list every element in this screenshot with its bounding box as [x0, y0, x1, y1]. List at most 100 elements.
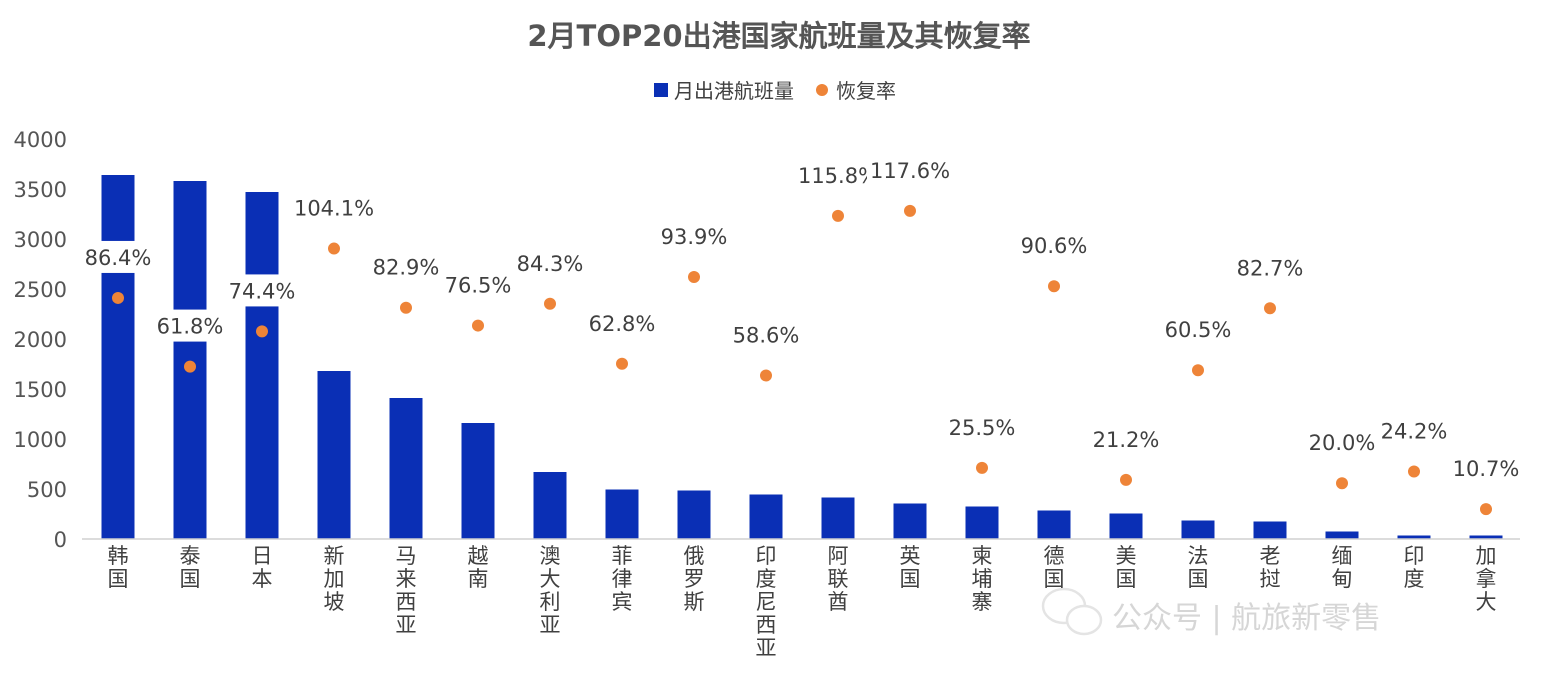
y-tick-label: 1500 [14, 378, 67, 402]
rate-label-bg [730, 318, 802, 351]
watermark-text: 公众号 | 航旅新零售 [1112, 601, 1381, 636]
rate-dot [1336, 477, 1348, 490]
rate-label: 58.6% [733, 324, 800, 348]
bar [965, 506, 999, 539]
y-tick-label: 2500 [14, 278, 67, 302]
rate-label: 60.5% [1165, 318, 1232, 342]
bar [605, 489, 639, 539]
rate-label-bg [946, 410, 1018, 443]
rate-label-bg [442, 268, 514, 301]
wechat-icon [1041, 587, 1103, 636]
rate-label-bg [1162, 313, 1234, 346]
rate-label: 117.6% [870, 159, 950, 183]
rate-label: 21.2% [1093, 428, 1160, 452]
rate-label: 90.6% [1021, 234, 1088, 258]
x-tick-label: 俄罗斯 [684, 544, 705, 614]
bar [749, 494, 783, 539]
bar [1037, 510, 1071, 539]
bar [1181, 520, 1215, 539]
y-tick-label: 2000 [14, 328, 67, 352]
bar [533, 472, 567, 539]
rate-dot [184, 360, 196, 373]
x-tick-label: 加拿大 [1476, 544, 1497, 614]
bar [245, 192, 279, 539]
bar [1469, 535, 1503, 539]
rate-dot [544, 297, 556, 310]
rate-dot [1048, 280, 1060, 293]
x-tick-label: 英国 [900, 544, 921, 591]
rate-label: 20.0% [1309, 431, 1376, 455]
rate-dot [472, 319, 484, 332]
rate-label: 82.9% [373, 256, 440, 280]
y-tick-label: 3000 [14, 228, 67, 252]
rate-label-bg [154, 309, 226, 342]
rate-label-bg [1090, 422, 1162, 455]
bar [101, 175, 135, 539]
bar-series [101, 175, 1503, 539]
rate-label-bg [1018, 229, 1090, 262]
x-tick-label: 马来西亚 [396, 544, 417, 637]
rate-label-bg [514, 246, 586, 279]
rate-label-bg [1378, 414, 1450, 447]
watermark: 公众号 | 航旅新零售 [1041, 587, 1381, 636]
rate-label-bg [1306, 426, 1378, 459]
bar [389, 398, 423, 539]
x-tick-label: 德国 [1044, 544, 1065, 591]
rate-label-bg [867, 153, 953, 186]
y-axis: 0 500 1000 1500 2000 2500 3000 3500 4000 [14, 128, 67, 552]
rate-label-bg [1450, 452, 1522, 485]
rate-dot [112, 291, 124, 304]
rate-label: 86.4% [85, 246, 152, 270]
x-tick-label: 菲律宾 [612, 544, 633, 614]
rate-dot [976, 461, 988, 474]
rate-label-bg [370, 250, 442, 283]
legend-dot-swatch [816, 84, 828, 96]
rate-label: 74.4% [229, 279, 296, 303]
rate-label: 25.5% [949, 416, 1016, 440]
rate-label-bg [226, 274, 298, 307]
rate-dot [256, 325, 268, 338]
rate-label: 93.9% [661, 225, 728, 249]
rate-label: 82.7% [1237, 256, 1304, 280]
x-tick-label: 缅甸 [1332, 544, 1353, 591]
rate-label-bg [586, 306, 658, 339]
x-tick-label: 印度 [1404, 544, 1425, 591]
bar [1253, 521, 1287, 539]
rate-label: 76.5% [445, 274, 512, 298]
rate-dot [616, 357, 628, 370]
legend-bar-label: 月出港航班量 [674, 79, 794, 103]
rate-label-bg [658, 220, 730, 253]
rate-label-bg [795, 158, 881, 191]
x-tick-label: 韩国 [108, 544, 129, 591]
x-tick-label: 新加坡 [324, 544, 345, 614]
rate-dot [1120, 473, 1132, 486]
y-tick-label: 1000 [14, 428, 67, 452]
bar [821, 497, 855, 539]
rate-dot [328, 242, 340, 255]
bar [173, 181, 207, 539]
bar [677, 490, 711, 539]
y-tick-label: 500 [27, 478, 67, 502]
rate-dot [1480, 503, 1492, 516]
rate-label: 62.8% [589, 312, 656, 336]
chart-title: 2月TOP20出港国家航班量及其恢复率 [527, 19, 1030, 53]
x-tick-label: 泰国 [180, 544, 201, 591]
rate-dot [760, 369, 772, 382]
rate-label: 61.8% [157, 315, 224, 339]
x-tick-label: 老挝 [1260, 544, 1281, 591]
rate-label: 84.3% [517, 252, 584, 276]
x-axis: 韩国 泰国 日本 新加坡 马来西亚 越南 澳大利亚 菲律宾 俄罗斯 印度尼西亚 阿联酋 英国 柬埔寨 德国… [108, 544, 1497, 660]
rate-dot-series [112, 204, 1492, 516]
x-tick-label: 澳大利亚 [540, 544, 561, 637]
rate-label: 10.7% [1453, 457, 1520, 481]
bar [1397, 535, 1431, 539]
x-tick-label: 日本 [252, 544, 273, 591]
rate-dot [1408, 465, 1420, 478]
x-tick-label: 柬埔寨 [972, 544, 993, 614]
legend-bar-swatch [654, 83, 668, 97]
x-tick-label: 美国 [1116, 544, 1137, 591]
rate-label-series: 86.4% 61.8%74.4% 104.1% 82.9%76.5%84.3% 62.8… [82, 153, 1522, 485]
legend-dot-label: 恢复率 [836, 79, 896, 103]
rate-label-bg [1234, 251, 1306, 284]
